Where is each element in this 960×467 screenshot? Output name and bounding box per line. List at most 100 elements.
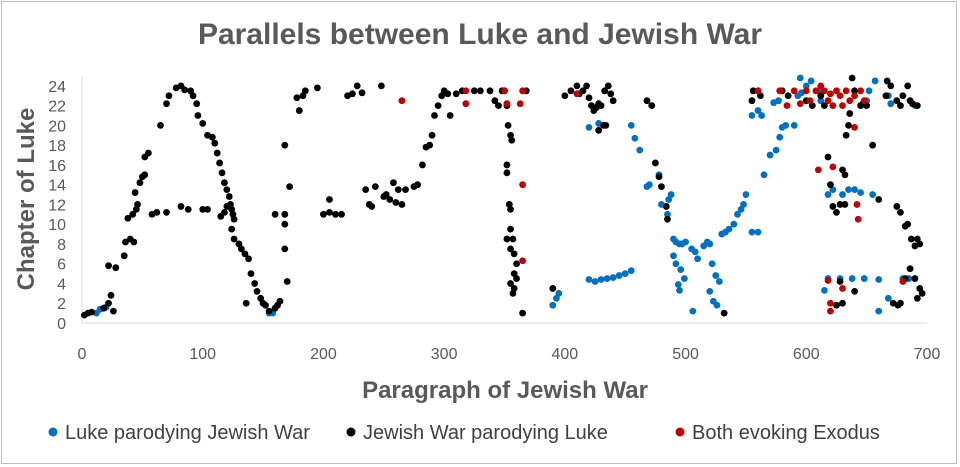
data-point (913, 294, 921, 302)
y-tick-label: 6 (57, 257, 66, 274)
data-point (776, 87, 784, 95)
data-point (869, 141, 877, 149)
data-point (907, 235, 915, 243)
data-point (887, 100, 895, 108)
data-point (595, 126, 603, 134)
series-2 (398, 82, 907, 315)
data-point (509, 235, 517, 243)
data-point (549, 285, 557, 292)
y-tick-label: 0 (57, 316, 66, 333)
data-point (105, 299, 112, 307)
data-point (730, 220, 738, 228)
data-point (845, 122, 852, 129)
x-tick-labels: 0 100 200 300 400 500 600 700 (78, 346, 941, 363)
data-point (597, 276, 605, 283)
data-point (829, 102, 837, 110)
data-point (503, 169, 511, 177)
data-point (893, 203, 901, 210)
data-point (836, 278, 844, 285)
data-point (120, 252, 128, 260)
data-point (237, 245, 245, 253)
data-point (691, 248, 699, 256)
data-point (555, 289, 563, 297)
data-point (88, 308, 96, 316)
data-point (851, 87, 858, 95)
data-point (846, 97, 854, 105)
data-point (833, 301, 840, 309)
data-point (519, 87, 527, 95)
data-point (839, 299, 846, 307)
data-point (507, 280, 514, 287)
data-point (225, 193, 233, 200)
data-point (107, 291, 115, 299)
data-point (706, 287, 714, 295)
legend: Luke parodying Jewish War Jewish War paro… (48, 422, 880, 444)
data-point (208, 133, 216, 141)
data-point (377, 82, 385, 90)
x-tick-label: 300 (431, 346, 458, 363)
data-point (621, 270, 629, 277)
data-point (157, 122, 164, 129)
data-point (829, 203, 837, 210)
data-point (211, 139, 219, 147)
data-point (320, 210, 327, 218)
y-tick-label: 2 (57, 296, 66, 313)
data-point (326, 208, 333, 216)
legend-marker (675, 427, 685, 437)
data-point (199, 120, 207, 127)
data-point (715, 278, 723, 285)
y-tick-label: 20 (48, 118, 66, 135)
data-point (486, 87, 494, 95)
data-point (204, 205, 211, 213)
data-point (100, 304, 108, 312)
data-point (609, 274, 617, 281)
data-point (725, 225, 733, 233)
data-point (742, 191, 750, 198)
data-point (390, 179, 397, 187)
data-point (230, 235, 238, 243)
data-point (824, 191, 832, 198)
data-point (796, 100, 804, 108)
data-point (134, 201, 141, 208)
data-point (899, 278, 907, 285)
data-point (519, 309, 527, 317)
data-point (382, 191, 390, 198)
data-point (851, 92, 858, 100)
data-point (783, 102, 791, 110)
data-point (857, 87, 865, 95)
data-point (398, 201, 406, 208)
data-point (326, 196, 333, 203)
data-point (802, 82, 810, 90)
data-point (887, 82, 895, 90)
data-point (510, 250, 518, 258)
data-point (601, 87, 609, 95)
data-point (223, 186, 231, 194)
data-point (631, 134, 639, 142)
data-point (281, 220, 289, 228)
data-point (585, 276, 593, 283)
data-point (247, 270, 255, 277)
data-point (501, 87, 508, 95)
data-point (904, 220, 912, 228)
data-point (842, 87, 850, 95)
data-point (470, 87, 478, 95)
data-point (839, 285, 846, 292)
data-point (504, 122, 512, 129)
data-point (841, 201, 849, 208)
legend-label: Jewish War parodying Luke (363, 422, 608, 444)
data-point (807, 77, 815, 85)
data-point (836, 92, 844, 100)
data-point (281, 141, 289, 149)
data-point (495, 102, 502, 110)
data-point (812, 87, 820, 95)
data-point (332, 210, 339, 218)
x-tick-label: 400 (552, 346, 579, 363)
data-point (851, 287, 858, 295)
data-point (841, 171, 849, 179)
data-point (875, 196, 883, 203)
data-point (853, 201, 861, 208)
data-point (734, 210, 741, 218)
data-point (181, 86, 189, 94)
legend-marker (48, 427, 58, 437)
data-point (827, 90, 834, 98)
